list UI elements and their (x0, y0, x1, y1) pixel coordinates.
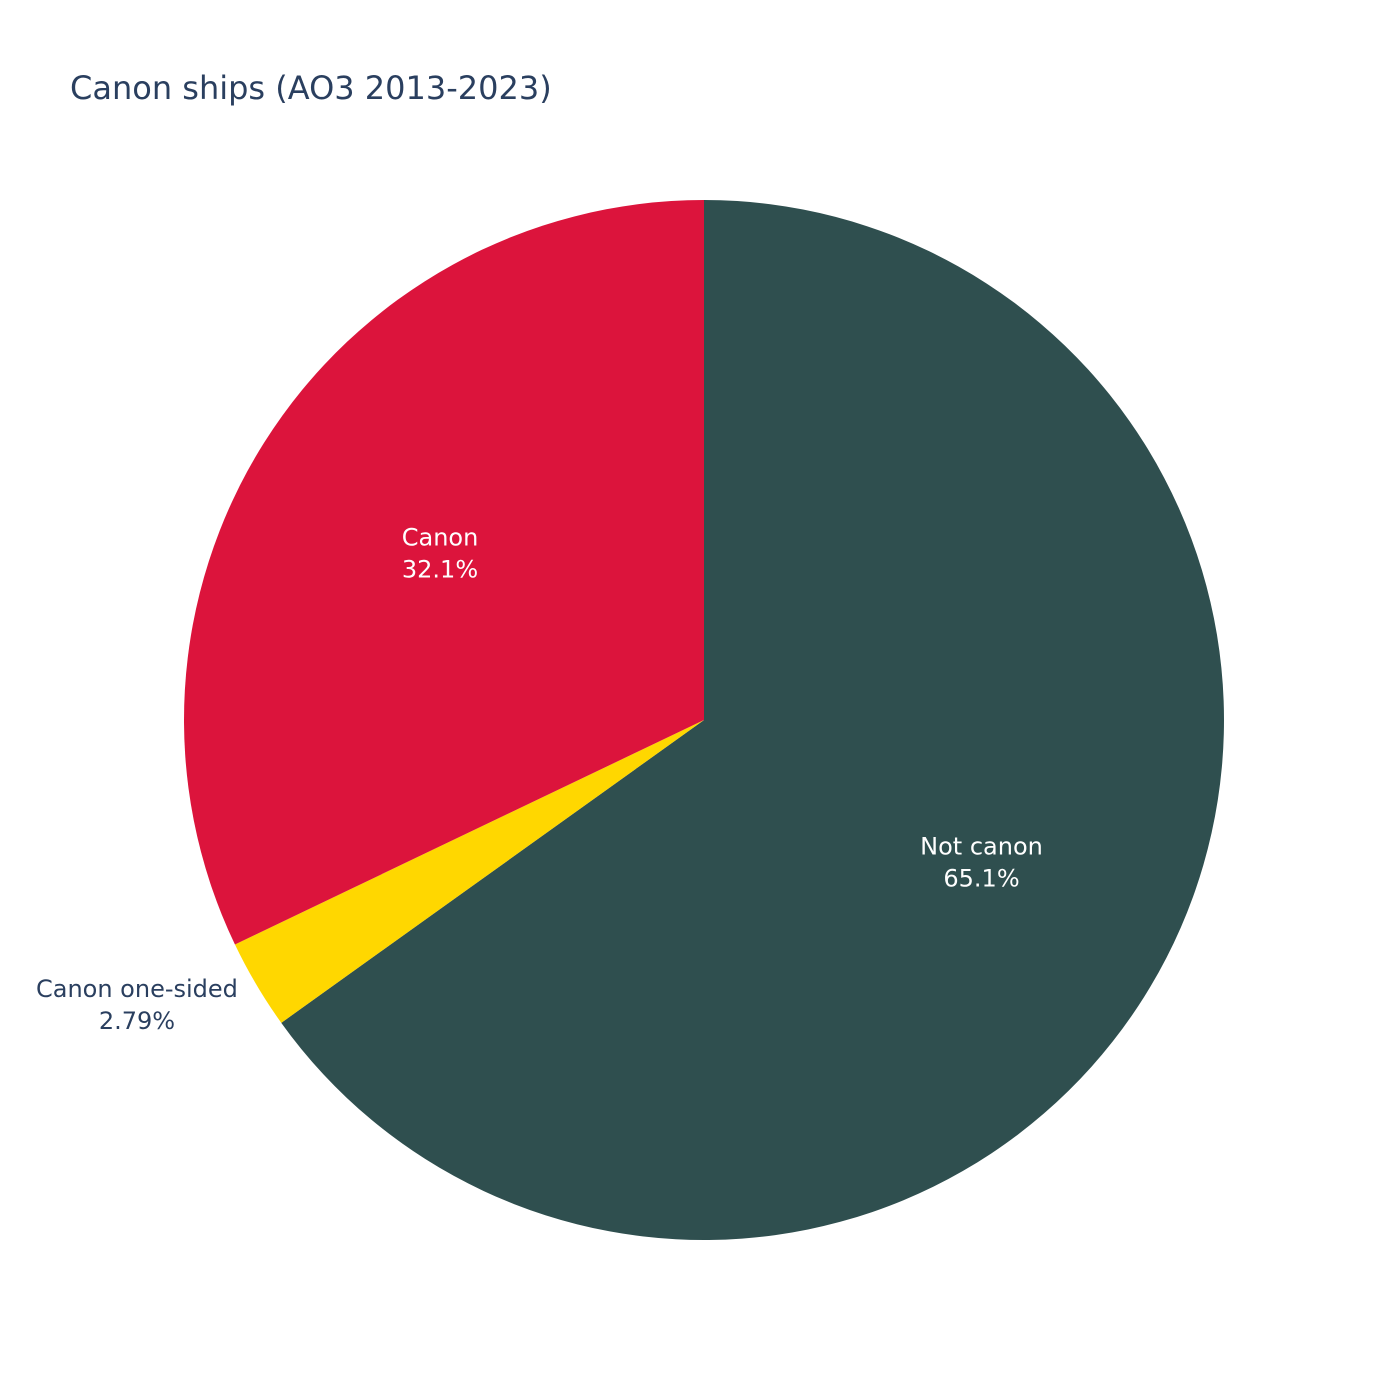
slice-label-percent: 65.1% (943, 865, 1019, 893)
pie-slices (184, 200, 1224, 1240)
slice-label-canon: Canon 32.1% (402, 524, 479, 584)
slice-label-name: Canon (402, 524, 479, 552)
slice-label-percent: 2.79% (99, 1007, 175, 1035)
slice-label-name: Not canon (920, 833, 1043, 861)
pie-slice-canon (184, 200, 705, 945)
slice-label-name: Canon one-sided (36, 975, 238, 1003)
pie-slice-not-canon (281, 200, 1224, 1240)
slice-label-not-canon: Not canon 65.1% (920, 833, 1043, 893)
slice-label-canon-one-sided: Canon one-sided 2.79% (36, 975, 238, 1035)
pie-slice-canon-one-sided (234, 720, 704, 1023)
chart-title: Canon ships (AO3 2013-2023) (70, 69, 552, 107)
pie-labels: Not canon 65.1% Canon one-sided 2.79% Canon 3… (36, 524, 1043, 1035)
slice-label-percent: 32.1% (402, 556, 478, 584)
